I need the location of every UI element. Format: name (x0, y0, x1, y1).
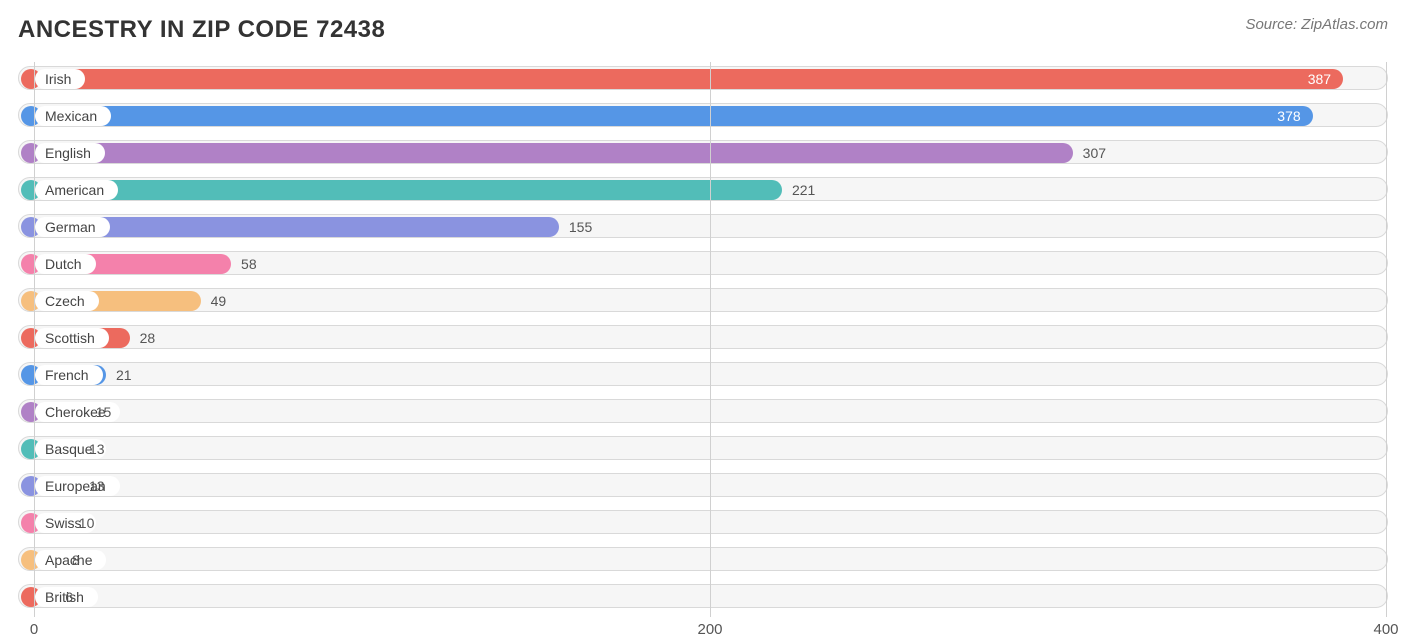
bar-label: German (45, 219, 96, 235)
bar-row: Mexican 378 (18, 99, 1388, 131)
bar-label-pill: Czech (35, 291, 99, 311)
bar-row: Scottish 28 (18, 321, 1388, 353)
bar-fill (39, 180, 782, 200)
bar-value: 6 (65, 587, 73, 607)
bar-track: British6 (18, 584, 1388, 608)
bar-track: Apache8 (18, 547, 1388, 571)
bar-label: French (45, 367, 89, 383)
x-axis-label: 200 (697, 621, 722, 638)
bar-value: 49 (211, 291, 227, 311)
bar-track: French 21 (18, 362, 1388, 386)
bar-label-pill: European (35, 476, 120, 496)
bar-track: Irish 387 (18, 66, 1388, 90)
bar-value: 15 (96, 402, 112, 422)
bar-label-pill: Mexican (35, 106, 111, 126)
bar-label: Scottish (45, 330, 95, 346)
bar-row: European13 (18, 469, 1388, 501)
bar-label: Dutch (45, 256, 82, 272)
bar-label: Irish (45, 71, 71, 87)
bar-track: Basque13 (18, 436, 1388, 460)
bar-row: Dutch 58 (18, 247, 1388, 279)
gridline (34, 62, 35, 617)
bar-label: Czech (45, 293, 85, 309)
chart-header: ANCESTRY IN ZIP CODE 72438 Source: ZipAt… (18, 16, 1388, 44)
bar-label: American (45, 182, 104, 198)
bar-value: 387 (1308, 69, 1331, 89)
bar-track: Czech 49 (18, 288, 1388, 312)
bar-fill (39, 106, 1313, 126)
bar-value: 8 (72, 550, 80, 570)
bar-label-pill: Irish (35, 69, 85, 89)
bar-value: 28 (140, 328, 156, 348)
bar-value: 10 (79, 513, 95, 533)
x-axis-label: 0 (30, 621, 38, 638)
bar-label: Mexican (45, 108, 97, 124)
bar-fill (39, 143, 1073, 163)
bar-label: English (45, 145, 91, 161)
gridline (710, 62, 711, 617)
bar-label-pill: American (35, 180, 118, 200)
bar-row: Irish 387 (18, 62, 1388, 94)
bar-track: English 307 (18, 140, 1388, 164)
bar-row: British6 (18, 580, 1388, 612)
bar-track: American 221 (18, 177, 1388, 201)
chart-title: ANCESTRY IN ZIP CODE 72438 (18, 16, 385, 44)
bar-track: Scottish 28 (18, 325, 1388, 349)
bar-label-pill: English (35, 143, 105, 163)
bar-value: 21 (116, 365, 132, 385)
bar-row: English 307 (18, 136, 1388, 168)
bar-label: Basque (45, 441, 92, 457)
bar-value: 307 (1083, 143, 1106, 163)
bar-value: 155 (569, 217, 592, 237)
bar-value: 13 (89, 476, 105, 496)
bar-track: Cherokee15 (18, 399, 1388, 423)
bar-value: 378 (1277, 106, 1300, 126)
chart-plot-area: Irish 387 Mexican 378 English 307 American 221 G… (18, 62, 1388, 643)
bar-label-pill: Scottish (35, 328, 109, 348)
bar-track: German 155 (18, 214, 1388, 238)
bar-label-pill: French (35, 365, 103, 385)
bar-label-pill: Dutch (35, 254, 96, 274)
bar-row: Czech 49 (18, 284, 1388, 316)
bar-value: 58 (241, 254, 257, 274)
bar-label: Apache (45, 552, 92, 568)
bar-track: European13 (18, 473, 1388, 497)
bar-fill (39, 217, 559, 237)
bar-row: Basque13 (18, 432, 1388, 464)
bar-label-pill: German (35, 217, 110, 237)
bar-label-pill: Apache (35, 550, 106, 570)
bar-row: German 155 (18, 210, 1388, 242)
x-axis: 0200400 (18, 617, 1388, 643)
bar-row: Cherokee15 (18, 395, 1388, 427)
bar-row: Swiss10 (18, 506, 1388, 538)
gridline (1386, 62, 1387, 617)
x-axis-label: 400 (1373, 621, 1398, 638)
chart-source: Source: ZipAtlas.com (1245, 16, 1388, 33)
bar-track: Mexican 378 (18, 103, 1388, 127)
bar-fill (39, 69, 1343, 89)
bar-value: 13 (89, 439, 105, 459)
bar-track: Dutch 58 (18, 251, 1388, 275)
bar-row: French 21 (18, 358, 1388, 390)
bar-track: Swiss10 (18, 510, 1388, 534)
bar-label: Swiss (45, 515, 82, 531)
bar-value: 221 (792, 180, 815, 200)
bar-row: American 221 (18, 173, 1388, 205)
bar-row: Apache8 (18, 543, 1388, 575)
